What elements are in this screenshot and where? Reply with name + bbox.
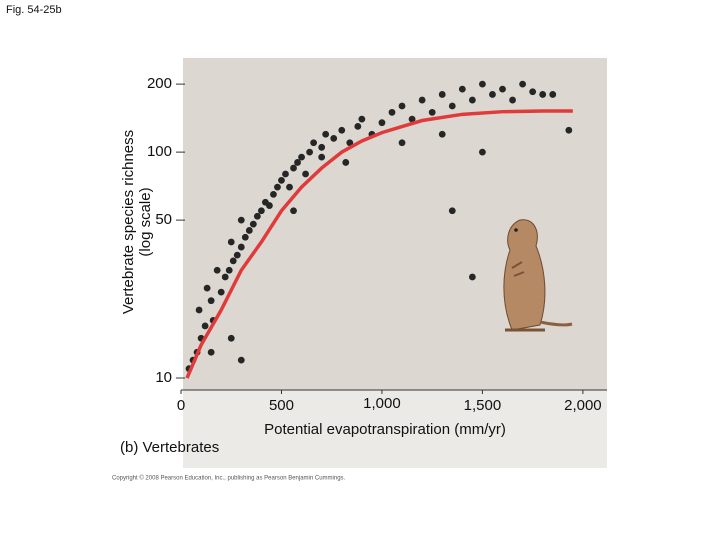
data-point bbox=[233, 251, 241, 259]
y-tick-label: 50 bbox=[155, 211, 172, 228]
data-point bbox=[346, 139, 354, 147]
data-point bbox=[318, 153, 326, 161]
y-tick-label: 100 bbox=[147, 143, 172, 160]
data-point bbox=[448, 207, 456, 215]
data-point bbox=[266, 202, 273, 209]
y-axis-title: Vertebrate species richness bbox=[120, 130, 137, 314]
data-point bbox=[549, 91, 557, 98]
data-point bbox=[229, 257, 237, 265]
data-point bbox=[217, 288, 225, 296]
data-point bbox=[448, 102, 456, 110]
data-point bbox=[338, 126, 346, 134]
data-point bbox=[290, 164, 297, 172]
data-point bbox=[282, 170, 289, 178]
x-tick-label: 2,000 bbox=[564, 397, 602, 414]
data-point bbox=[221, 273, 229, 281]
y-tick-label: 200 bbox=[147, 75, 172, 92]
data-point bbox=[354, 122, 362, 130]
data-point bbox=[479, 80, 486, 88]
data-point bbox=[318, 143, 326, 151]
data-point bbox=[294, 159, 301, 166]
data-point bbox=[195, 306, 203, 314]
data-point bbox=[249, 220, 257, 228]
data-point bbox=[302, 170, 309, 178]
data-point bbox=[213, 266, 221, 274]
data-point bbox=[278, 176, 285, 184]
data-point bbox=[519, 80, 527, 88]
data-point bbox=[203, 284, 211, 292]
data-point bbox=[270, 190, 277, 198]
panel-label: (b) Vertebrates bbox=[120, 439, 219, 456]
data-point bbox=[539, 91, 547, 98]
x-tick-label: 1,500 bbox=[464, 397, 502, 414]
data-point bbox=[428, 108, 436, 116]
data-point bbox=[342, 159, 350, 166]
data-point bbox=[290, 207, 297, 215]
plot bbox=[185, 80, 573, 379]
data-point bbox=[418, 96, 426, 104]
data-point bbox=[241, 233, 249, 241]
x-axis-title: Potential evapotranspiration (mm/yr) bbox=[264, 421, 506, 438]
figure-label: Fig. 54-25b bbox=[6, 4, 62, 16]
data-point bbox=[378, 119, 386, 127]
data-point bbox=[509, 96, 516, 104]
x-tick-label: 1,000 bbox=[363, 395, 401, 412]
data-point bbox=[438, 91, 446, 98]
data-point bbox=[330, 135, 338, 142]
data-point bbox=[274, 183, 281, 191]
data-point bbox=[207, 297, 215, 305]
y-tick-label: 10 bbox=[155, 369, 172, 386]
data-point bbox=[237, 356, 245, 364]
data-point bbox=[358, 115, 366, 123]
data-point bbox=[253, 212, 261, 220]
data-point bbox=[298, 153, 305, 161]
data-point bbox=[227, 238, 235, 246]
data-point bbox=[468, 273, 476, 281]
data-point bbox=[458, 85, 466, 93]
x-tick-label: 500 bbox=[269, 397, 294, 414]
data-point bbox=[529, 88, 537, 96]
data-point bbox=[237, 243, 245, 251]
data-point bbox=[388, 108, 396, 116]
data-point bbox=[227, 334, 235, 342]
data-point bbox=[257, 207, 265, 215]
data-point bbox=[408, 115, 416, 123]
x-tick-label: 0 bbox=[177, 397, 185, 414]
data-point bbox=[438, 130, 446, 138]
data-point bbox=[207, 348, 215, 356]
y-axis-title: (log scale) bbox=[137, 187, 154, 256]
data-point bbox=[286, 183, 293, 191]
fit-curve bbox=[185, 109, 573, 379]
copyright: Copyright © 2008 Pearson Education, Inc.… bbox=[112, 475, 346, 482]
plot-area bbox=[183, 58, 607, 390]
data-point bbox=[322, 130, 330, 138]
data-point bbox=[468, 96, 476, 104]
data-point bbox=[398, 102, 406, 110]
squirrel bbox=[503, 219, 573, 332]
data-point bbox=[489, 91, 496, 98]
data-point bbox=[201, 322, 209, 330]
data-point bbox=[565, 126, 573, 134]
data-point bbox=[398, 139, 406, 147]
data-point bbox=[310, 139, 318, 147]
data-point bbox=[225, 266, 233, 274]
data-point bbox=[245, 227, 253, 234]
data-point bbox=[499, 85, 506, 93]
data-point bbox=[306, 148, 314, 156]
data-point bbox=[237, 216, 245, 224]
data-point bbox=[479, 148, 486, 156]
